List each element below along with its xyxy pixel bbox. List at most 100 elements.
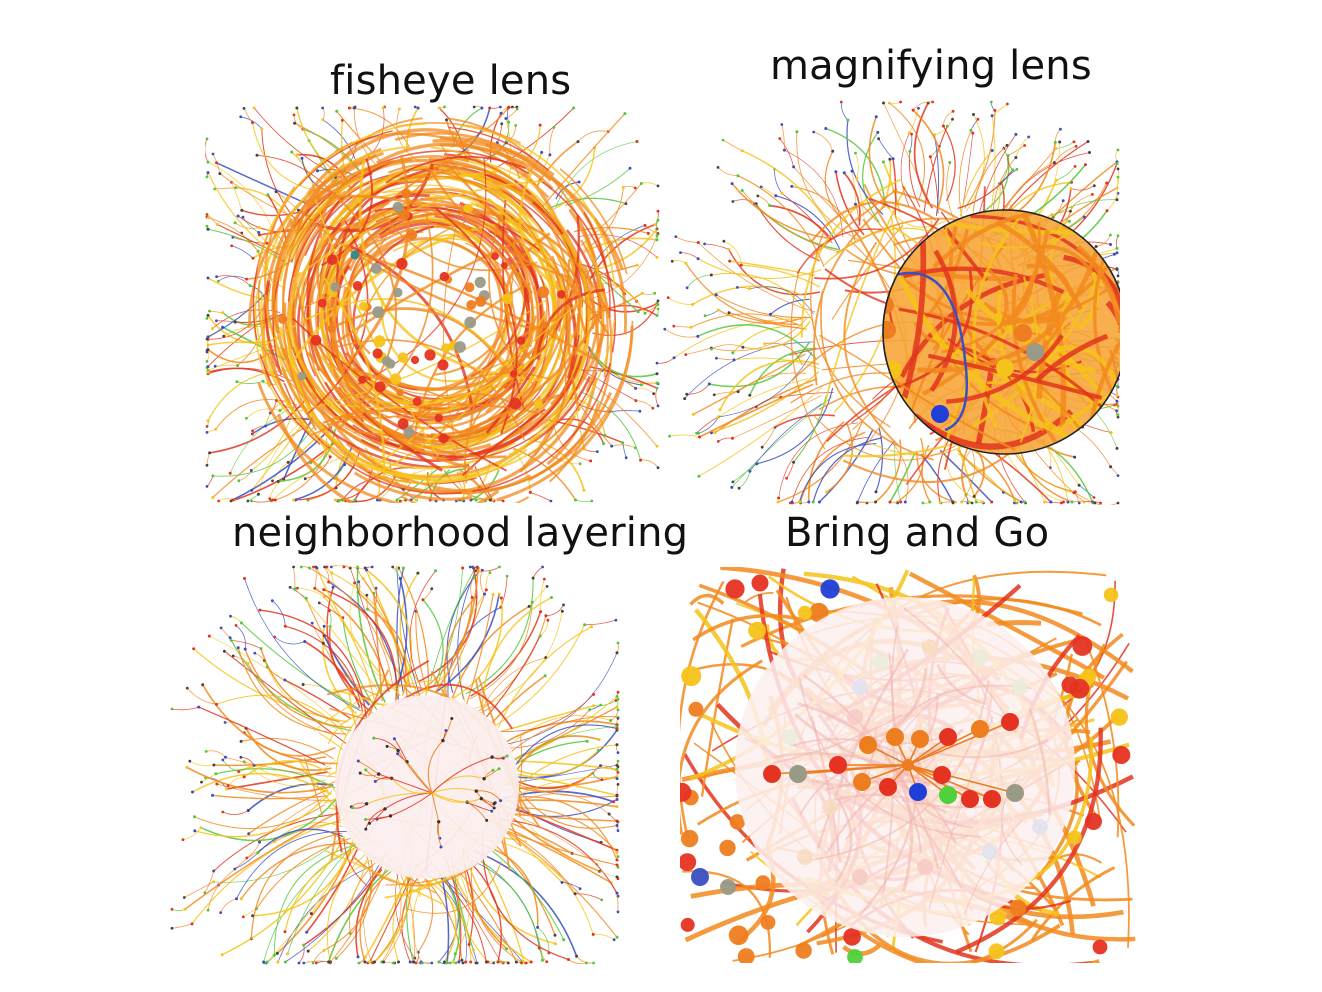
fringe-edge: [698, 416, 720, 434]
fringe-edge: [489, 839, 594, 935]
fringe-edge: [515, 807, 618, 853]
leaf-node: [615, 767, 619, 771]
fringe-edge: [214, 187, 236, 190]
leaf-node: [237, 770, 241, 773]
leaf-node: [353, 581, 357, 585]
lens-edge: [929, 249, 958, 392]
leaf-node: [265, 665, 269, 669]
leaf-node: [573, 892, 577, 896]
leaf-node: [217, 499, 221, 503]
leaf-node: [500, 122, 504, 126]
fringe-edge: [923, 125, 948, 213]
leaf-node: [330, 571, 334, 575]
leaf-node: [491, 593, 495, 597]
core-edges: [263, 144, 611, 484]
fringe-edge: [207, 884, 219, 911]
faded-node: [1032, 819, 1048, 835]
core-edge: [432, 363, 524, 460]
leaf-node: [615, 695, 619, 698]
leaf-node: [206, 908, 210, 912]
fringe-edge: [373, 873, 414, 963]
graph-node: [533, 399, 543, 409]
lens-node: [931, 405, 949, 423]
leaf-node: [544, 614, 548, 618]
fringe-edge: [760, 186, 777, 197]
background-edge: [680, 659, 763, 835]
core-edge: [823, 185, 907, 407]
fringe-edge: [342, 476, 388, 501]
leaf-node: [615, 891, 619, 895]
leaf-node: [616, 855, 620, 858]
leaf-node: [222, 334, 226, 338]
fringe-edge: [775, 195, 841, 250]
fringe-edge: [192, 772, 332, 796]
graph-node: [372, 348, 383, 359]
leaf-node: [1116, 474, 1120, 477]
leaf-node: [790, 184, 794, 188]
leaf-node: [888, 157, 892, 161]
leaf-node: [514, 124, 518, 127]
leaf-node: [652, 392, 656, 396]
fringe-edge: [818, 429, 874, 503]
tree-node: [364, 802, 369, 806]
leaf-node: [1014, 132, 1018, 136]
leaf-node: [265, 960, 269, 964]
leaf-node: [188, 759, 192, 763]
leaf-node: [240, 208, 244, 212]
fringe-edge: [447, 606, 502, 703]
leaf-node: [777, 496, 781, 500]
leaf-node: [211, 496, 215, 500]
fringe-edge: [616, 784, 619, 796]
leaf-node: [549, 499, 553, 503]
leaf-node: [251, 121, 254, 125]
core-edge: [884, 202, 952, 228]
tree-node: [385, 744, 389, 748]
fringe-edge: [207, 341, 287, 351]
leaf-node: [226, 784, 230, 788]
fringe-edge: [307, 859, 368, 952]
leaf-node: [275, 951, 279, 955]
leaf-node: [292, 113, 296, 117]
fringe-edge: [1070, 185, 1095, 191]
fringe-edge: [216, 275, 251, 286]
leaf-node: [208, 309, 211, 313]
fringe-edge: [356, 567, 386, 703]
tree-edge: [431, 788, 477, 794]
leaf-node: [589, 459, 593, 463]
leaf-node: [215, 275, 218, 279]
leaf-node: [213, 187, 217, 191]
fringe-edge: [512, 749, 599, 776]
leaf-node: [476, 566, 480, 570]
fringe-edge: [496, 123, 503, 143]
faded-edges: [773, 607, 1051, 916]
leaf-node: [256, 851, 260, 855]
fringe-edge: [889, 453, 916, 503]
leaf-node: [1006, 154, 1010, 157]
core-edge: [324, 849, 443, 905]
fringe-edge: [438, 876, 487, 963]
neighbor-node: [853, 773, 871, 791]
fringe-edge: [259, 609, 368, 719]
leaf-node: [257, 226, 261, 229]
lens-edge: [892, 378, 1016, 451]
leaf-node: [635, 140, 639, 143]
graph-node: [463, 203, 473, 214]
fringe-edge: [1116, 177, 1119, 200]
leaf-node: [1115, 162, 1119, 165]
leaf-node: [204, 750, 208, 753]
fringe-edge: [786, 462, 794, 479]
leaf-node: [621, 441, 625, 445]
fringe-edge: [245, 727, 332, 772]
leaf-node: [206, 343, 210, 347]
leaf-node: [592, 692, 596, 696]
leaf-node: [278, 409, 282, 412]
faded-edge: [802, 674, 940, 870]
leaf-node: [785, 476, 788, 480]
faded-node: [822, 799, 838, 815]
lens-edge: [1002, 275, 1035, 328]
leaf-node: [790, 500, 794, 504]
fringe-edge: [697, 258, 822, 279]
graph-node: [385, 359, 396, 369]
fringe-edge: [728, 312, 805, 330]
leaf-node: [732, 358, 736, 362]
